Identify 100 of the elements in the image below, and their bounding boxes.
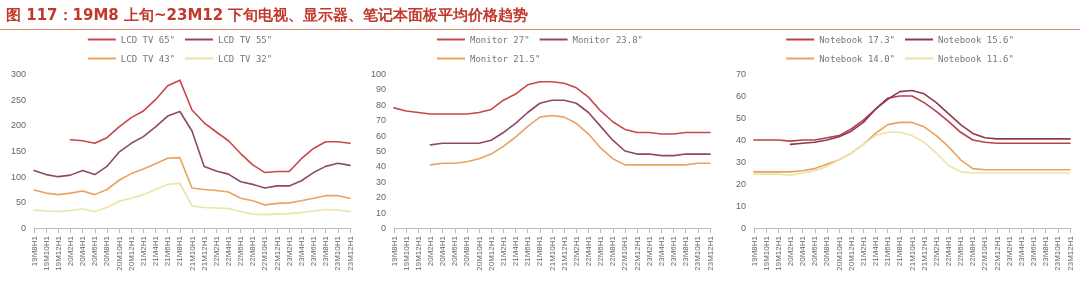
x-tick-label: 19M12H1 [413, 235, 423, 271]
y-tick-label: 70 [735, 69, 746, 79]
x-tick-label: 20M6H1 [450, 235, 460, 267]
legend-label: Monitor 23.8" [572, 34, 644, 45]
x-tick-label: 21M8H1 [175, 235, 185, 267]
x-tick-label: 23M4H1 [296, 235, 306, 267]
x-tick-label: 21M6H1 [163, 235, 173, 267]
legend-label: LCD TV 32" [218, 53, 273, 64]
x-tick-label: 21M2H1 [498, 235, 508, 267]
y-tick-label: 60 [735, 91, 746, 101]
x-tick-label: 23M8H1 [681, 235, 691, 267]
x-tick-label: 23M2H1 [1004, 235, 1014, 267]
legend-label: Notebook 14.0" [819, 53, 895, 64]
chart-title: 图 117：19M8 上旬~23M12 下旬电视、显示器、笔记本面板平均价格趋势 [0, 0, 1080, 30]
line-series [789, 89, 1071, 146]
x-tick-label: 23M10H1 [693, 235, 703, 271]
x-tick-label: 22M10H1 [620, 235, 630, 271]
y-tick-label: 0 [20, 223, 26, 233]
x-tick-label: 20M4H1 [78, 235, 88, 267]
x-tick-label: 19M8H1 [389, 235, 399, 267]
x-tick-label: 20M4H1 [438, 235, 448, 267]
x-tick-label: 23M6H1 [309, 235, 319, 267]
x-tick-label: 19M12H1 [53, 235, 63, 271]
y-tick-label: 40 [375, 161, 386, 172]
x-tick-label: 22M6H1 [236, 235, 246, 267]
x-tick-label: 22M4H1 [943, 235, 953, 267]
x-tick-label: 23M10H1 [1053, 235, 1063, 271]
x-tick-label: 21M4H1 [511, 235, 521, 267]
y-tick-label: 30 [375, 176, 386, 187]
x-tick-label: 21M4H1 [151, 235, 161, 267]
x-tick-label: 20M4H1 [798, 235, 808, 267]
x-tick-label: 20M8H1 [462, 235, 472, 267]
x-tick-label: 22M4H1 [223, 235, 233, 267]
x-tick-label: 21M2H1 [138, 235, 148, 267]
y-tick-label: 250 [10, 94, 26, 105]
x-tick-label: 22M12H1 [632, 235, 642, 271]
y-tick-label: 70 [375, 115, 386, 126]
x-tick-label: 22M6H1 [596, 235, 606, 267]
x-tick-label: 21M6H1 [523, 235, 533, 267]
legend-label: LCD TV 43" [120, 53, 175, 64]
x-tick-label: 22M8H1 [968, 235, 978, 267]
line-series [753, 131, 1071, 176]
x-tick-label: 22M12H1 [272, 235, 282, 271]
x-tick-label: 19M8H1 [749, 235, 759, 267]
x-tick-label: 23M6H1 [669, 235, 679, 267]
line-series [753, 95, 1071, 145]
line-series [33, 110, 351, 189]
x-tick-label: 22M2H1 [931, 235, 941, 267]
x-tick-label: 21M4H1 [871, 235, 881, 267]
x-tick-label: 23M12H1 [705, 235, 715, 271]
legend-label: Notebook 15.6" [938, 34, 1014, 45]
x-tick-label: 21M2H1 [858, 235, 868, 267]
x-tick-label: 21M10H1 [907, 235, 917, 271]
y-tick-label: 50 [375, 146, 386, 156]
y-tick-label: 60 [375, 130, 386, 141]
x-tick-label: 23M10H1 [333, 235, 343, 271]
y-tick-label: 100 [10, 171, 26, 182]
x-tick-label: 20M10H1 [834, 235, 844, 271]
x-tick-label: 21M10H1 [547, 235, 557, 271]
y-tick-label: 20 [735, 179, 746, 189]
line-series [33, 182, 351, 216]
y-tick-label: 0 [740, 223, 746, 233]
x-tick-label: 21M6H1 [883, 235, 893, 267]
x-tick-label: 22M8H1 [248, 235, 258, 267]
legend-label: Monitor 21.5" [469, 53, 541, 64]
y-tick-label: 10 [375, 207, 386, 218]
legend-label: Notebook 11.6" [938, 53, 1014, 64]
x-tick-label: 22M8H1 [608, 235, 618, 267]
x-tick-label: 19M10H1 [41, 235, 51, 271]
x-tick-label: 23M2H1 [644, 235, 654, 267]
x-tick-label: 23M12H1 [1065, 235, 1075, 271]
y-tick-label: 50 [735, 113, 746, 123]
y-tick-label: 20 [375, 192, 386, 203]
line-series [753, 121, 1071, 173]
x-tick-label: 20M12H1 [486, 235, 496, 271]
x-tick-label: 23M8H1 [321, 235, 331, 267]
x-tick-label: 19M12H1 [773, 235, 783, 271]
x-tick-label: 19M10H1 [761, 235, 771, 271]
legend-label: LCD TV 65" [120, 34, 175, 45]
x-tick-label: 20M2H1 [785, 235, 795, 267]
x-tick-label: 22M10H1 [260, 235, 270, 271]
x-tick-label: 23M4H1 [656, 235, 666, 267]
x-tick-label: 23M2H1 [284, 235, 294, 267]
x-tick-label: 22M10H1 [980, 235, 990, 271]
x-tick-label: 23M12H1 [345, 235, 355, 271]
y-tick-label: 30 [735, 157, 746, 167]
legend-label: Monitor 27" [469, 34, 530, 45]
line-series [393, 80, 711, 135]
x-tick-label: 19M10H1 [401, 235, 411, 271]
y-tick-label: 10 [735, 201, 746, 211]
line-series [429, 99, 711, 157]
y-tick-label: 40 [735, 135, 746, 145]
y-tick-label: 0 [380, 223, 386, 233]
line-series [429, 114, 711, 166]
x-tick-label: 20M10H1 [114, 235, 124, 271]
x-tick-label: 23M8H1 [1041, 235, 1051, 267]
x-tick-label: 21M8H1 [895, 235, 905, 267]
x-tick-label: 23M4H1 [1016, 235, 1026, 267]
x-tick-label: 20M12H1 [846, 235, 856, 271]
legend-label: LCD TV 55" [218, 34, 273, 45]
